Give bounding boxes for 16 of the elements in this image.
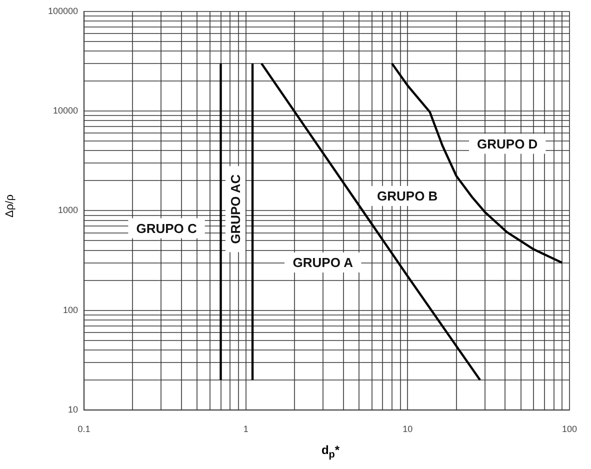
y-tick-label: 1000 <box>58 205 78 216</box>
x-tick-label: 10 <box>402 424 413 434</box>
annotation: GRUPO A <box>292 255 354 270</box>
x-tick-label: 100 <box>562 424 578 434</box>
y-tick-label: 10 <box>68 404 78 414</box>
x-tick-label: 0.1 <box>78 424 90 434</box>
x-tick-label: 1 <box>243 424 248 434</box>
annotation: GRUPO C <box>136 220 198 236</box>
annotation: GRUPO AC <box>228 174 244 244</box>
y-tick-label: 10000 <box>52 106 78 116</box>
y-axis-title: Δρ/ρ <box>4 194 16 220</box>
y-tick-label: 100 <box>62 304 78 315</box>
x-axis-title: d$_{p}$* <box>320 443 341 460</box>
y-tick-label: 100000 <box>48 6 78 16</box>
annotation: GRUPO B <box>377 188 438 204</box>
annotation: GRUPO D <box>477 136 538 152</box>
